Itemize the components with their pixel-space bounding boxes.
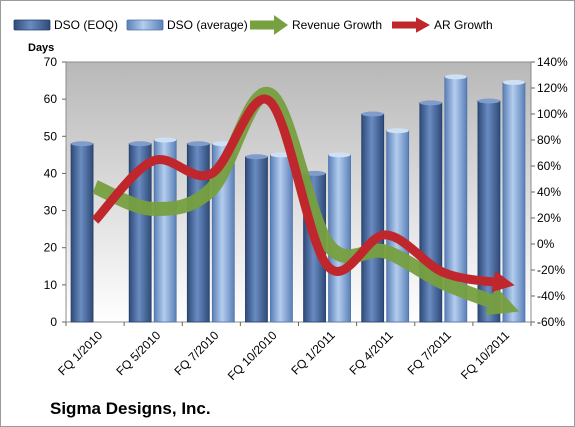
legend-swatch <box>126 19 164 31</box>
bar-body <box>419 102 443 323</box>
legend-item: Revenue Growth <box>250 15 382 35</box>
legend-item: DSO (average) <box>126 18 248 32</box>
bar-body <box>502 82 526 323</box>
left-tick-label: 40 <box>44 166 58 180</box>
left-tick-label: 50 <box>44 129 58 143</box>
x-tick-label: FQ 4/2011 <box>346 328 396 378</box>
y-axis-label: Days <box>28 42 54 54</box>
left-tick-label: 0 <box>50 315 57 329</box>
bar-top <box>477 98 500 104</box>
bar-dso-average <box>386 128 410 323</box>
right-tick-label: 140% <box>537 55 568 69</box>
bar-dso-average <box>270 152 293 323</box>
bar-dso-eoq <box>245 154 268 323</box>
bar-top <box>386 128 409 134</box>
bar-top <box>444 74 467 80</box>
bar-body <box>361 113 385 323</box>
bar-top <box>245 154 268 160</box>
legend-item: AR Growth <box>392 17 493 33</box>
right-tick-label: -20% <box>537 263 565 277</box>
bar-top <box>361 111 384 117</box>
bar-dso-eoq <box>70 141 94 323</box>
left-axis: 0 10 20 30 40 50 60 70 <box>44 55 66 329</box>
legend-label: DSO (average) <box>167 18 248 32</box>
bar-top <box>71 141 94 147</box>
legend-label: Revenue Growth <box>292 18 382 32</box>
bars-layer <box>70 74 526 323</box>
right-tick-label: 60% <box>537 159 561 173</box>
x-tick-label: FQ 7/2010 <box>171 328 221 378</box>
bar-dso-eoq <box>477 98 501 323</box>
legend-swatch-arrow <box>274 15 288 35</box>
bar-dso-average <box>328 152 351 323</box>
x-tick-label: FQ 10/2011 <box>458 328 512 382</box>
company-name: Sigma Designs, Inc. <box>50 399 211 418</box>
bar-dso-average <box>502 79 526 323</box>
x-tick-label: FQ 5/2010 <box>113 328 163 378</box>
x-tick-label: FQ 10/2010 <box>225 328 280 383</box>
legend-label: DSO (EOQ) <box>54 18 118 32</box>
bar-top <box>502 79 525 85</box>
bar-body <box>477 100 501 323</box>
x-axis: FQ 1/2010 FQ 5/2010 FQ 7/2010 FQ 10/2010 FQ … <box>55 322 532 383</box>
legend-swatch <box>13 19 51 31</box>
bar-dso-eoq <box>128 141 152 323</box>
left-tick-label: 60 <box>44 92 58 106</box>
bar-top <box>328 152 351 158</box>
bar-dso-eoq <box>361 111 385 323</box>
right-tick-label: 40% <box>537 185 561 199</box>
bar-dso-average <box>153 137 177 323</box>
right-tick-label: 100% <box>537 107 568 121</box>
x-tick-label: FQ 1/2011 <box>288 328 338 378</box>
bar-body <box>245 156 268 323</box>
right-tick-label: 120% <box>537 81 568 95</box>
bar-top <box>129 141 152 147</box>
right-tick-label: 0% <box>537 237 555 251</box>
bar-dso-eoq <box>419 100 443 323</box>
bar-top <box>154 137 177 143</box>
left-tick-label: 10 <box>44 278 58 292</box>
x-tick-label: FQ 1/2010 <box>55 328 105 378</box>
left-tick-label: 70 <box>44 55 58 69</box>
bar-dso-average <box>444 74 468 323</box>
left-tick-label: 30 <box>44 204 58 218</box>
left-tick-label: 20 <box>44 241 58 255</box>
bar-top <box>187 141 210 147</box>
bar-top <box>419 100 442 106</box>
legend: DSO (EOQ) DSO (average) Revenue Growth AR G… <box>13 15 493 35</box>
right-tick-label: -40% <box>537 289 565 303</box>
x-tick-label: FQ 7/2011 <box>405 328 455 378</box>
right-tick-label: 20% <box>537 211 561 225</box>
legend-swatch-arrow <box>416 17 430 33</box>
right-tick-label: 80% <box>537 133 561 147</box>
legend-item: DSO (EOQ) <box>13 18 118 32</box>
right-axis: -60% -40% -20% 0% 20% 40% 60% 80% 100% 120% 140% <box>531 55 568 329</box>
legend-label: AR Growth <box>434 18 493 32</box>
right-tick-label: -60% <box>537 315 565 329</box>
bar-body <box>270 154 293 323</box>
bar-body <box>70 143 94 323</box>
ar-growth-line <box>91 94 515 293</box>
bar-body <box>386 130 410 323</box>
lines-layer <box>91 87 520 316</box>
